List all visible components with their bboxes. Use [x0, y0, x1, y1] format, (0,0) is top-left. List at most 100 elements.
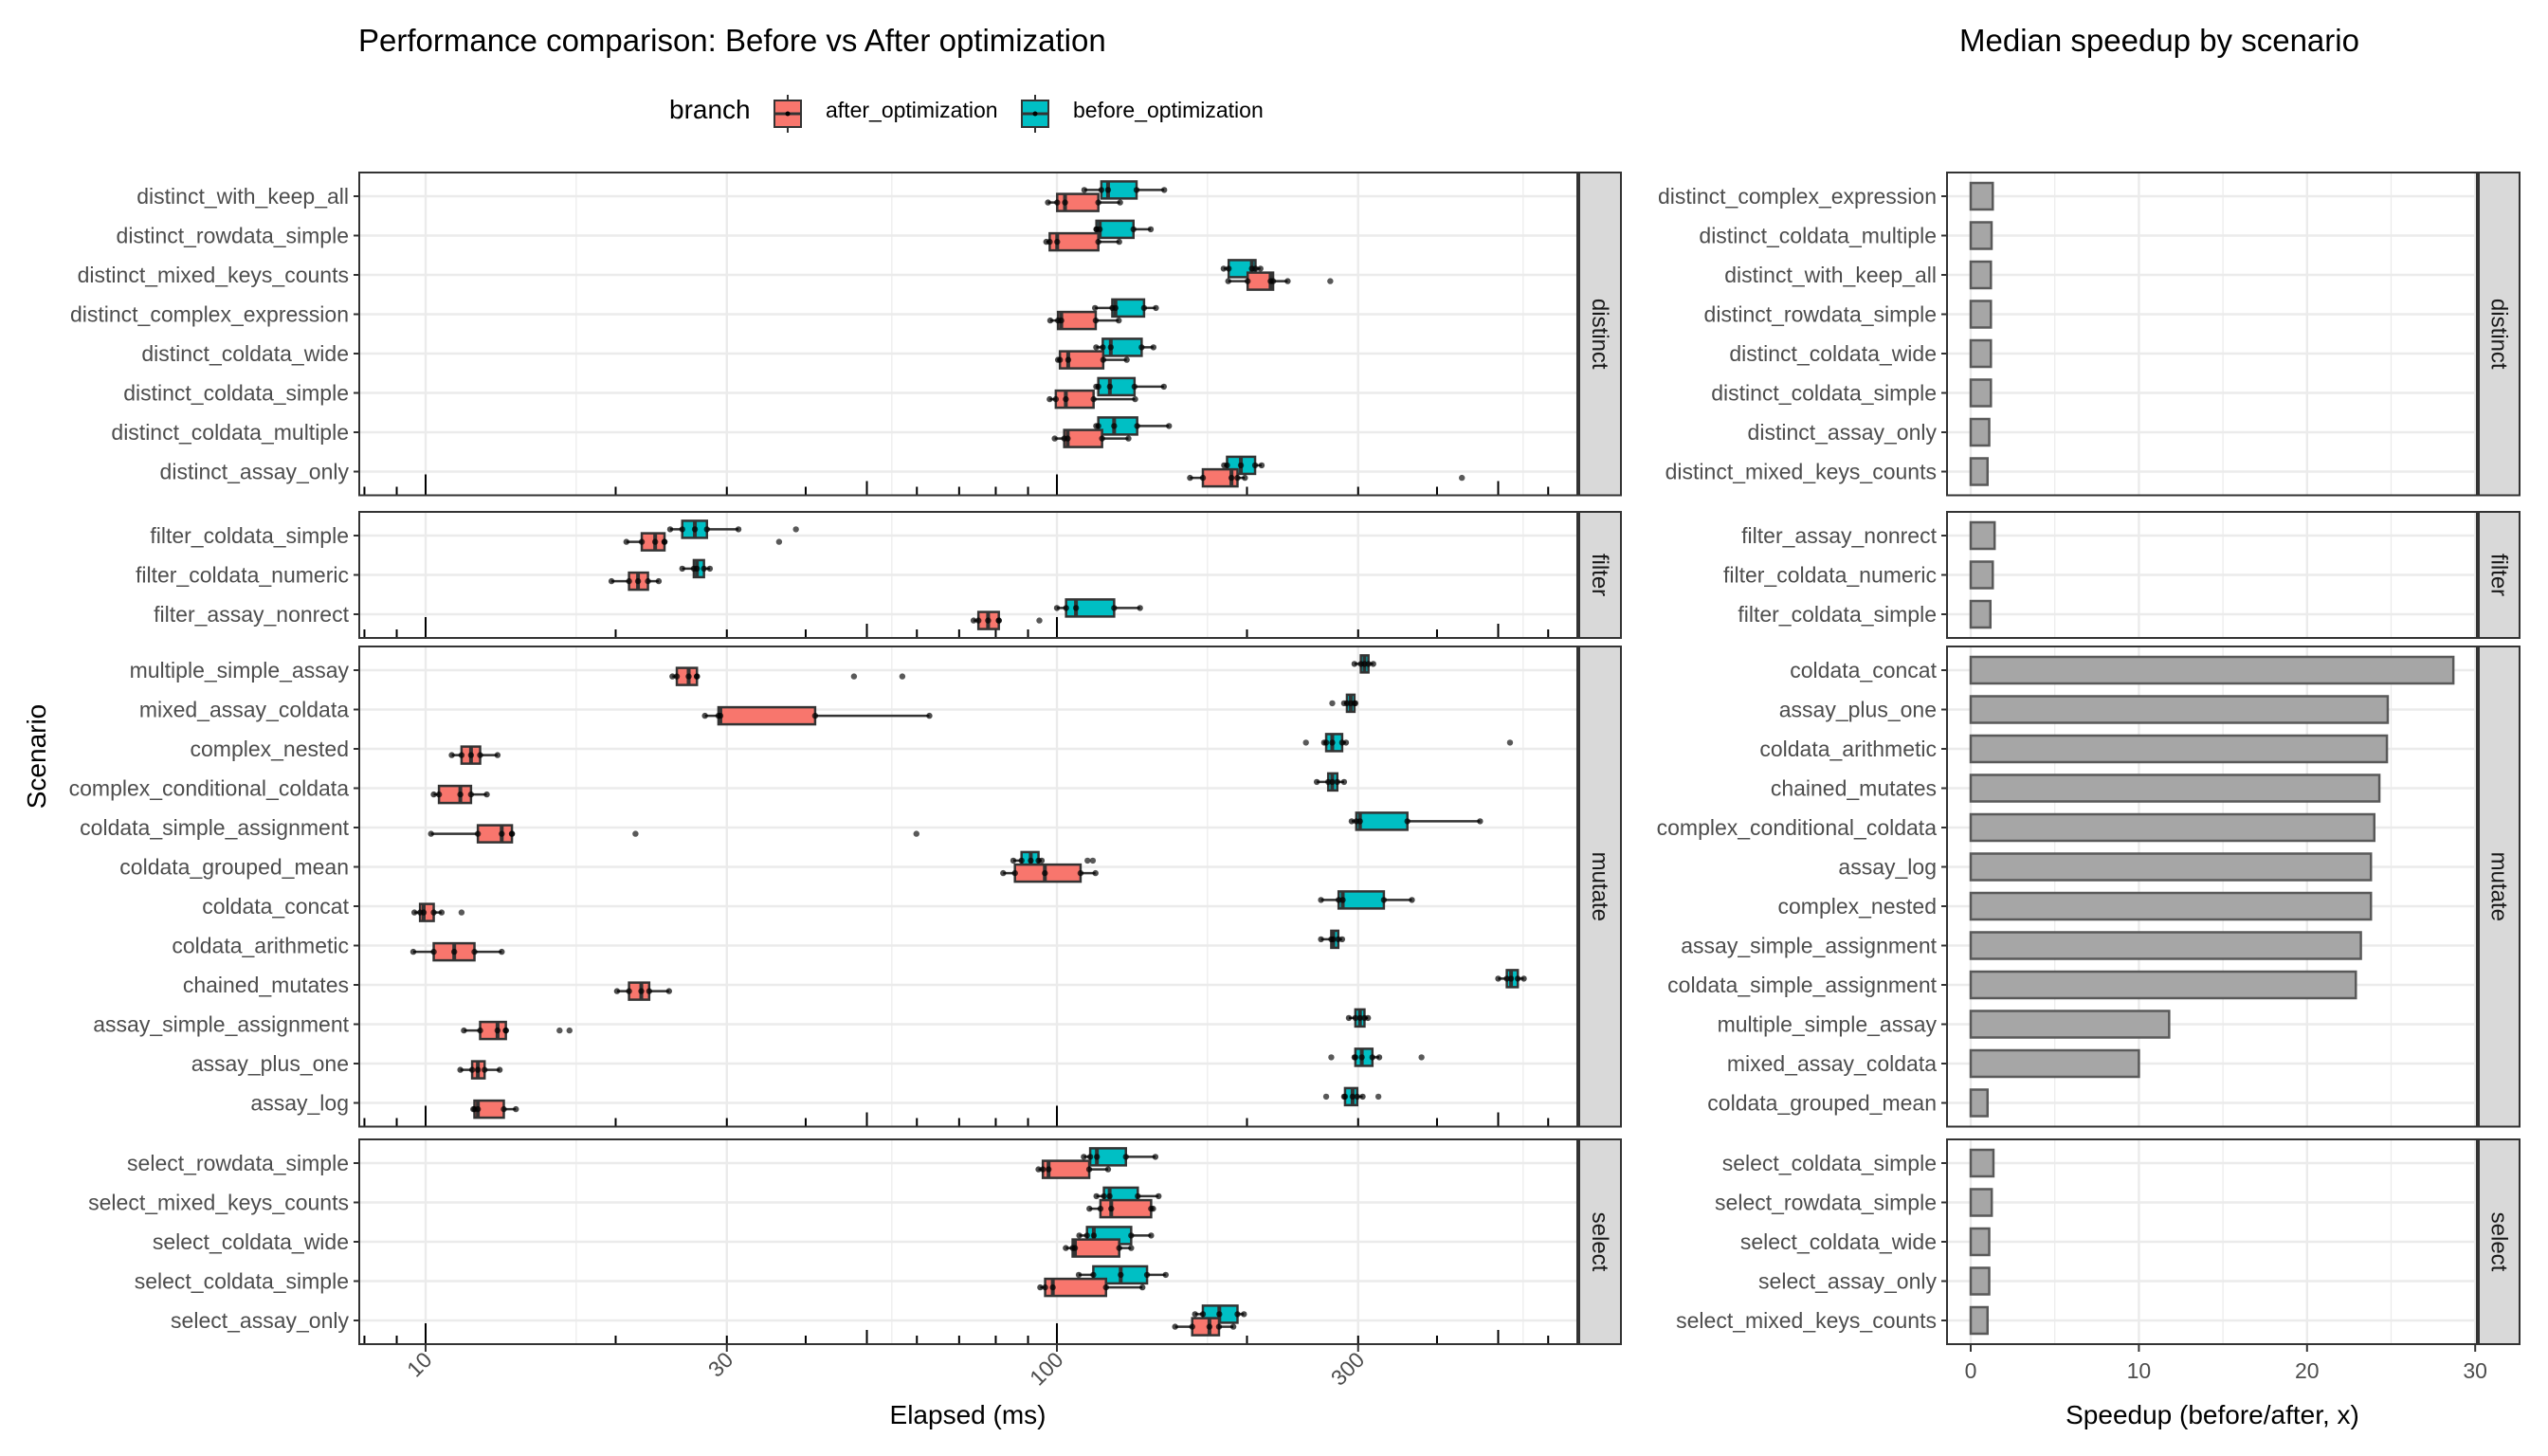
- outlier-point: [1302, 739, 1309, 746]
- facet-strip: [2478, 1138, 2521, 1345]
- data-point: [438, 909, 446, 916]
- data-point: [717, 712, 724, 719]
- data-point: [673, 673, 681, 680]
- data-point: [638, 988, 645, 994]
- boxplot-after: [1187, 467, 1465, 488]
- boxplot-before: [1345, 1008, 1372, 1028]
- bar-distinct_assay_only: [1969, 417, 1991, 447]
- x-tick-label: 100: [1025, 1347, 1068, 1391]
- data-point: [435, 791, 443, 798]
- panel-border: [358, 172, 1578, 497]
- data-point: [1330, 936, 1337, 943]
- data-point: [1102, 1283, 1109, 1291]
- boxplot-before: [1093, 219, 1155, 240]
- y-tick-label: select_rowdata_simple: [127, 1151, 349, 1175]
- data-point: [1106, 1192, 1113, 1200]
- data-point: [1339, 897, 1346, 903]
- data-point: [1364, 1014, 1372, 1022]
- y-tick-label: filter_coldata_simple: [150, 523, 349, 548]
- boxplot-before: [679, 558, 714, 579]
- boxplot-before: [1093, 337, 1157, 357]
- data-point: [735, 526, 742, 533]
- bar-mixed_assay_coldata: [1969, 1048, 2140, 1079]
- boxplot-after: [1035, 1159, 1112, 1179]
- y-tick-label: coldata_grouped_mean: [1707, 1091, 1937, 1116]
- data-point: [483, 791, 490, 798]
- data-point: [608, 577, 615, 585]
- data-point: [1128, 1232, 1135, 1239]
- data-point: [1037, 1283, 1044, 1291]
- data-point: [1100, 356, 1107, 363]
- data-point: [1076, 1232, 1083, 1239]
- y-tick-label: filter_coldata_numeric: [136, 563, 349, 588]
- data-point: [1095, 383, 1101, 391]
- data-point: [1503, 975, 1510, 982]
- data-point: [430, 909, 437, 916]
- data-point: [685, 673, 692, 680]
- x-tick-label: 20: [2295, 1358, 2320, 1383]
- boxplot-before: [1221, 455, 1265, 476]
- data-point: [1045, 199, 1051, 206]
- scenario-row-multiple_simple_assay: multiple_simple_assay: [130, 654, 1376, 686]
- y-tick-label: mixed_assay_coldata: [1727, 1051, 1937, 1076]
- box: [479, 1020, 507, 1041]
- bar-distinct_complex_expression: [1969, 181, 1994, 211]
- data-point: [1104, 187, 1112, 193]
- data-point: [655, 577, 663, 585]
- bar-select_assay_only: [1969, 1266, 1991, 1296]
- y-tick-label: multiple_simple_assay: [1718, 1012, 1938, 1037]
- data-point: [450, 948, 458, 956]
- scenario-row-select_rowdata_simple: select_rowdata_simple: [127, 1147, 1159, 1179]
- facet-strip: [2478, 511, 2521, 639]
- panel-background: [359, 646, 1577, 1127]
- data-point: [694, 565, 701, 573]
- data-point: [477, 752, 483, 758]
- data-point: [1329, 739, 1336, 746]
- data-point: [1342, 739, 1350, 746]
- y-tick-label: coldata_simple_assignment: [1667, 973, 1937, 997]
- y-tick-label: distinct_complex_expression: [1658, 184, 1937, 209]
- panel-background: [1947, 173, 2477, 496]
- data-point: [1104, 1166, 1112, 1173]
- data-point: [1477, 818, 1483, 825]
- data-point: [1220, 265, 1228, 272]
- y-tick-label: distinct_assay_only: [160, 460, 350, 484]
- data-point: [1192, 1311, 1198, 1318]
- data-point: [1093, 1154, 1101, 1160]
- outlier-point: [1089, 857, 1097, 864]
- box: [1054, 389, 1095, 410]
- legend-label-before-optimization: before_optimization: [1073, 98, 1264, 122]
- data-point: [430, 791, 437, 798]
- boxplot-before: [1318, 929, 1346, 950]
- data-point: [703, 526, 710, 533]
- data-point: [1409, 897, 1415, 903]
- scenario-row-complex_nested: complex_nested: [191, 733, 1514, 765]
- scenario-row-coldata_grouped_mean: coldata_grouped_mean: [119, 850, 1099, 883]
- panel-border: [1946, 172, 2478, 497]
- data-point: [474, 1105, 482, 1113]
- outlier-point: [1328, 1054, 1335, 1061]
- data-point: [1072, 605, 1080, 611]
- data-point: [1234, 1311, 1241, 1318]
- data-point: [1134, 423, 1140, 429]
- boxplot-after: [623, 532, 783, 552]
- data-point: [1340, 778, 1348, 786]
- y-tick-label: select_assay_only: [1758, 1269, 1937, 1294]
- data-point: [669, 673, 676, 680]
- data-point: [1139, 1283, 1146, 1291]
- left-chart-title: Performance comparison: Before vs After …: [358, 23, 1106, 58]
- scenario-row-distinct_coldata_multiple: distinct_coldata_multiple: [111, 416, 1173, 448]
- data-point: [1199, 1311, 1207, 1318]
- boxplot-before: [1053, 598, 1143, 618]
- data-point: [1258, 462, 1265, 469]
- outlier-point: [566, 1027, 573, 1034]
- data-point: [1352, 1014, 1359, 1022]
- y-tick-label: assay_log: [250, 1091, 349, 1116]
- boxplot-before: [1328, 1047, 1425, 1067]
- data-point: [1216, 1311, 1223, 1318]
- data-point: [1111, 423, 1118, 429]
- scenario-row-distinct_coldata_wide: distinct_coldata_wide: [141, 337, 1157, 370]
- data-point: [1341, 1093, 1349, 1101]
- legend: branch after_optimization before_optimiz…: [669, 95, 1264, 133]
- data-point: [1150, 344, 1157, 351]
